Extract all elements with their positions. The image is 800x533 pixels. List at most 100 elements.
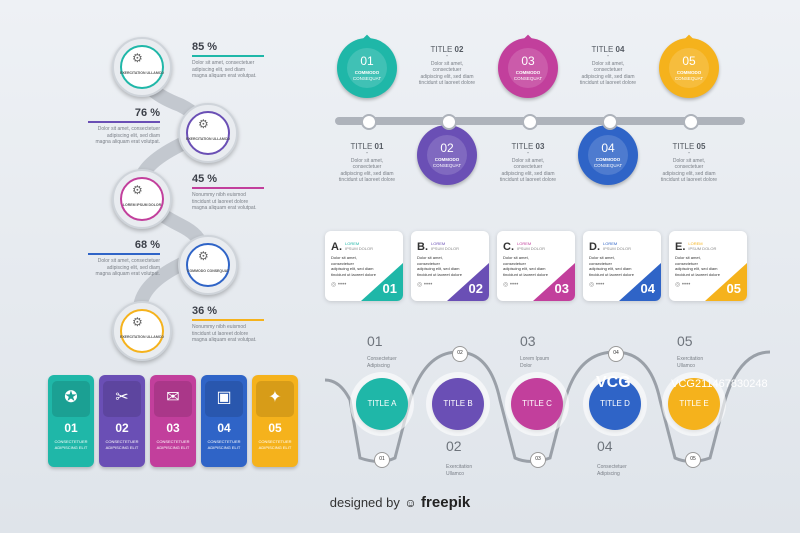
chain-desc-line: Nonummy nibh euismod bbox=[192, 192, 246, 198]
chain-desc-line: adipiscing elit, sed diam bbox=[106, 264, 160, 271]
snake-title: TITLE A bbox=[367, 399, 397, 408]
timeline-dash: - bbox=[365, 150, 369, 157]
timeline-dash: - bbox=[445, 53, 449, 60]
snake-caption-a: Consectetuer bbox=[367, 356, 397, 362]
pin-label: CONSEQUAT bbox=[593, 163, 623, 168]
snake-node-label: 02 bbox=[457, 350, 463, 356]
timeline-title-block: TITLE 02- Dolor sit amet, consectetuer adi… bbox=[417, 45, 477, 87]
timeline-desc-line: Dolor sit amet, consectetuer bbox=[591, 60, 625, 74]
card-subheading: LOREM IPSUM DOLOR bbox=[688, 241, 716, 251]
snake-circle: TITLE C bbox=[511, 378, 563, 430]
card-desc-line: Dolor sit amet, consectetuer bbox=[589, 255, 615, 266]
chain-circle-inner bbox=[186, 111, 230, 155]
timeline-title: TITLE 03 bbox=[498, 142, 558, 151]
chain-circle: ⚙ EXERCITATION ULLAMCO bbox=[112, 301, 172, 361]
tab-line1: CONSECTETUER bbox=[105, 439, 139, 444]
chain-desc-line: magna aliquam erat volutpat. bbox=[192, 337, 257, 343]
timeline-pin: 04 COMMODO CONSEQUAT bbox=[578, 121, 638, 185]
chain-icon: ⚙ bbox=[132, 183, 143, 197]
chain-circle: ⚙ COMMODO CONSEQUAT bbox=[178, 235, 238, 295]
snake-caption-b: Ullamco bbox=[446, 470, 465, 477]
card-number: 02 bbox=[468, 281, 483, 296]
timeline-dash: - bbox=[526, 150, 530, 157]
card-letter: E. bbox=[675, 241, 686, 253]
chain-percent: 76 % bbox=[134, 107, 160, 119]
card-desc: Dolor sit amet, consectetuer adipiscing e… bbox=[589, 255, 637, 277]
card-desc-line: adipiscing elit, sed diam bbox=[675, 266, 718, 271]
card-h1: LOREM bbox=[517, 240, 532, 246]
card-h2: IPSUM DOLOR bbox=[517, 245, 546, 251]
chain-desc-line: tincidunt ut laoreet dolore bbox=[192, 330, 249, 337]
snake-title: TITLE C bbox=[522, 399, 552, 408]
chain-desc-line: adipiscing elit, sed diam bbox=[192, 66, 246, 73]
chain-circle: ⚙ EXERCITATION ULLAMCO bbox=[112, 37, 172, 97]
snake-circle: TITLE A bbox=[356, 378, 408, 430]
snake-title: TITLE D bbox=[600, 399, 630, 408]
card-heading: E. LOREM IPSUM DOLOR bbox=[675, 237, 716, 255]
footer: designed by ☺ freepik bbox=[0, 494, 800, 512]
timeline-title-word: TITLE bbox=[350, 142, 373, 151]
chain-text: 68 % Dolor sit amet, consectetuer adipisci… bbox=[82, 239, 160, 278]
pin-inner bbox=[347, 48, 387, 88]
card-subheading: LOREM IPSUM DOLOR bbox=[345, 241, 373, 251]
pin-number: 03 bbox=[521, 54, 535, 68]
pin-number: 02 bbox=[440, 141, 454, 155]
card-desc-line: adipiscing elit, sed diam bbox=[589, 266, 632, 271]
snake-caption-b: Ullamco bbox=[677, 362, 696, 369]
chain-text: 36 % Nonummy nibh euismod tincidunt ut lao… bbox=[192, 305, 270, 344]
chat-icon: ✉ bbox=[166, 389, 180, 406]
timeline-title-num: 05 bbox=[696, 142, 706, 151]
tab-line1: CONSECTETUER bbox=[54, 439, 88, 444]
chain-desc-line: magna aliquam erat volutpat. bbox=[95, 271, 160, 277]
timeline-desc-line: tincidunt ut laoreet dolore bbox=[499, 177, 557, 183]
snake-caption: Exercitation Ullamco bbox=[677, 356, 727, 369]
timeline-desc-line: adipiscing elit, sed diam bbox=[581, 73, 635, 80]
tab-icon-box bbox=[52, 381, 90, 417]
freepik-logo-icon: ☺ bbox=[404, 496, 417, 510]
tab-line1: CONSECTETUER bbox=[207, 439, 241, 444]
tab-line2: ADIPISCING ELIT bbox=[207, 445, 241, 450]
timeline-desc-line: Dolor sit amet, consectetuer bbox=[672, 157, 706, 171]
snake-title: TITLE B bbox=[443, 399, 473, 408]
card-subheading: LOREM IPSUM DOLOR bbox=[517, 241, 545, 251]
timeline-desc-line: tincidunt ut laoreet dolore bbox=[660, 177, 718, 183]
snake-node: 01 bbox=[374, 452, 390, 468]
globe-icon: ◎ •••• bbox=[589, 282, 605, 288]
snake-top-number: 05 bbox=[677, 333, 693, 349]
card-desc-line: tincidunt ut laoreet dolore bbox=[675, 271, 720, 277]
snake-circle: TITLE D bbox=[589, 378, 641, 430]
chain-desc-line: magna aliquam erat volutpat. bbox=[192, 73, 257, 79]
chain-underline bbox=[192, 55, 264, 57]
snake-caption-b: Adipiscing bbox=[597, 470, 620, 477]
timeline-desc-line: adipiscing elit, sed diam bbox=[501, 170, 555, 177]
card-desc: Dolor sit amet, consectetuer adipiscing e… bbox=[503, 255, 551, 277]
card-desc-line: tincidunt ut laoreet dolore bbox=[589, 271, 634, 277]
timeline-pin: 03 COMMODO CONSEQUAT bbox=[498, 34, 558, 98]
timeline-title-word: TITLE bbox=[511, 142, 534, 151]
card-h2: IPSUM DOLOR bbox=[603, 245, 632, 251]
chain-icon: ⚙ bbox=[132, 315, 143, 329]
chain-desc-line: adipiscing elit, sed diam bbox=[106, 132, 160, 139]
timeline-dot bbox=[683, 114, 699, 130]
card-number: 05 bbox=[726, 281, 741, 296]
timeline-title-num: 02 bbox=[454, 45, 464, 54]
card-desc-line: Dolor sit amet, consectetuer bbox=[675, 255, 701, 266]
tab-line2: ADIPISCING ELIT bbox=[156, 445, 190, 450]
pin-inner bbox=[508, 48, 548, 88]
chain-percent: 85 % bbox=[192, 41, 218, 53]
timeline-title: TITLE 02 bbox=[417, 45, 477, 54]
timeline-title: TITLE 05 bbox=[659, 142, 719, 151]
tab-line1: CONSECTETUER bbox=[156, 439, 190, 444]
timeline-title-word: TITLE bbox=[672, 142, 695, 151]
timeline-title-num: 03 bbox=[535, 142, 545, 151]
pin-label: COMMODO bbox=[434, 157, 460, 162]
chain-desc-line: magna aliquam erat volutpat. bbox=[95, 139, 160, 145]
chain-label: EXERCITATION ULLAMCO bbox=[119, 71, 164, 75]
pin-label: COMMODO bbox=[676, 70, 702, 75]
chain-percent: 45 % bbox=[192, 173, 218, 185]
pin-label: CONSEQUAT bbox=[674, 76, 704, 81]
chain-icon: ⚙ bbox=[198, 249, 209, 263]
chain-underline bbox=[192, 187, 264, 189]
letter-card: A. LOREM IPSUM DOLOR Dolor sit amet, consec… bbox=[325, 231, 403, 301]
card-letter: B. bbox=[417, 241, 428, 253]
